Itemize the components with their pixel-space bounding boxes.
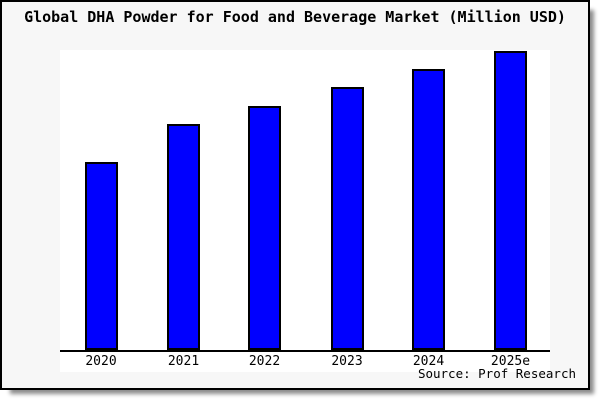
bar-2025e — [494, 51, 527, 350]
source-note: Source: Prof Research — [417, 366, 576, 381]
plot-area: 2020 2021 2022 2023 2024 2025e — [60, 50, 550, 372]
bar-2021 — [167, 124, 200, 350]
x-axis-label-2024: 2024 — [412, 354, 445, 369]
chart-card: Global DHA Powder for Food and Beverage … — [0, 0, 590, 390]
x-axis-label-2020: 2020 — [85, 354, 117, 369]
x-axis-label-2025e: 2025e — [490, 354, 531, 369]
bar-2020 — [84, 162, 118, 350]
chart-title: Global DHA Powder for Food and Beverage … — [24, 8, 566, 26]
bar-2024 — [412, 69, 445, 350]
x-axis-label-2021: 2021 — [167, 354, 200, 369]
x-axis-label-2023: 2023 — [331, 354, 363, 369]
bar-2023 — [330, 87, 364, 350]
bar-2022 — [248, 106, 281, 350]
x-axis-line — [60, 350, 550, 352]
x-axis-label-2022: 2022 — [248, 354, 281, 369]
